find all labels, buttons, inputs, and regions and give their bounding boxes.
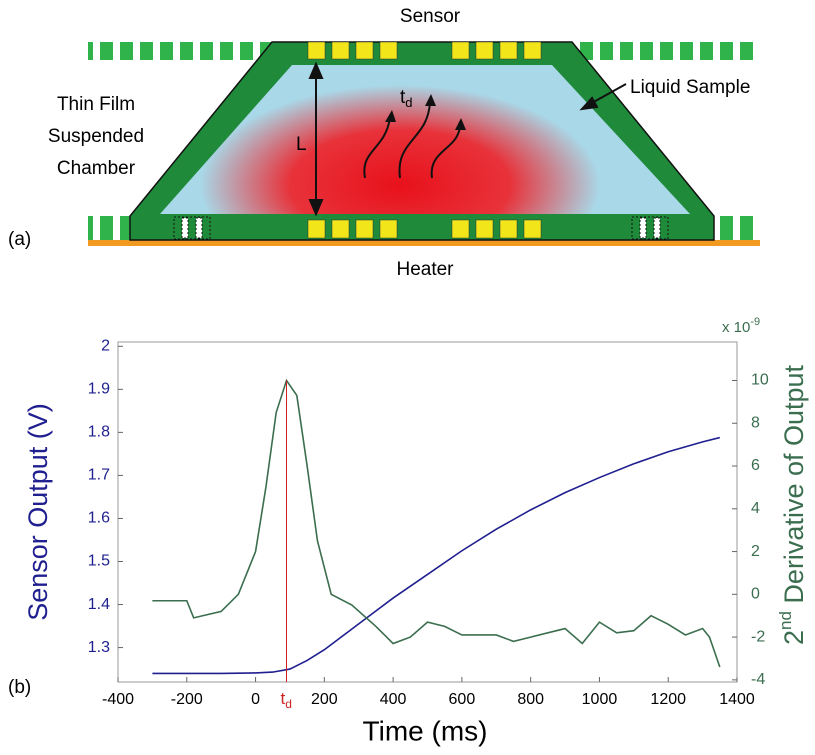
multiplier-exp: -9 (750, 316, 760, 328)
arrows (308, 61, 627, 217)
x-tick-label: 1400 (719, 691, 755, 708)
series-line (152, 378, 721, 668)
y2-tick-label: 4 (751, 500, 760, 517)
length-label: L (296, 134, 307, 155)
y2-tick-label: 10 (751, 372, 769, 389)
y2-tick-label: 2 (751, 543, 760, 560)
y-tick-label: 1.5 (88, 553, 110, 570)
y-tick-label: 1.7 (88, 467, 110, 484)
vents (173, 216, 669, 240)
diagram: Sensor Thin Film Suspended Chamber Liqui… (8, 6, 760, 280)
panel-label: (a) (8, 229, 31, 250)
y2-tick-label: 6 (751, 457, 760, 474)
x-tick-label: 600 (449, 691, 476, 708)
y2-tick-label: -2 (751, 628, 765, 645)
x-tick-label: 1000 (582, 691, 618, 708)
x-axis-label: Time (ms) (363, 715, 488, 746)
chamber-label: Chamber (57, 158, 136, 179)
y-tick-label: 1.3 (88, 639, 110, 656)
liquid-sample (160, 65, 690, 214)
y-tick-label: 1.9 (88, 381, 110, 398)
x-tick-label: 1200 (650, 691, 686, 708)
y-tick-label: 1.4 (88, 596, 110, 613)
chamber-label: Thin Film (57, 94, 135, 115)
delay-sub: d (285, 697, 292, 711)
sensor-pads (307, 41, 542, 239)
y2-label-part: Derivative of Output (779, 364, 809, 611)
delay-sub: d (405, 95, 412, 110)
x-tick-label: 0 (251, 691, 260, 708)
sample-label: Liquid Sample (630, 77, 750, 98)
y2-multiplier: x 10-9 (722, 316, 760, 336)
y2-tick-label: 8 (751, 414, 760, 431)
y2-label-part: 2 (779, 630, 809, 645)
panel-label: (b) (8, 677, 31, 698)
delay-main: t (400, 87, 406, 108)
x-tick-label: -400 (102, 691, 134, 708)
delay-marker-label: td (281, 689, 292, 711)
delay-label: td (400, 87, 413, 110)
y-tick-label: 2 (101, 338, 110, 355)
delay-main: t (281, 689, 286, 708)
x-tick-label: 200 (311, 691, 338, 708)
y2-tick-label: -4 (751, 671, 765, 688)
y2-label-sup: nd (776, 611, 795, 630)
chamber-label: Suspended (48, 126, 144, 147)
y-axis-label: Sensor Output (V) (23, 403, 53, 621)
plot-frame (117, 341, 738, 683)
x-tick-label: 800 (517, 691, 544, 708)
y2-axis-label: 2nd Derivative of Output (776, 364, 809, 645)
sensor-label: Sensor (400, 6, 461, 27)
y-tick-label: 1.6 (88, 510, 110, 527)
y-tick-label: 1.8 (88, 424, 110, 441)
multiplier-base: x 10 (722, 319, 750, 336)
heater-label: Heater (396, 259, 454, 280)
x-tick-label: 400 (380, 691, 407, 708)
chart: (b) Time (ms) Sensor Output (V) 2nd Deri… (8, 316, 809, 746)
x-tick-label: -200 (171, 691, 203, 708)
y2-tick-label: 0 (751, 586, 760, 603)
heater (88, 240, 760, 246)
series-line (152, 436, 721, 675)
